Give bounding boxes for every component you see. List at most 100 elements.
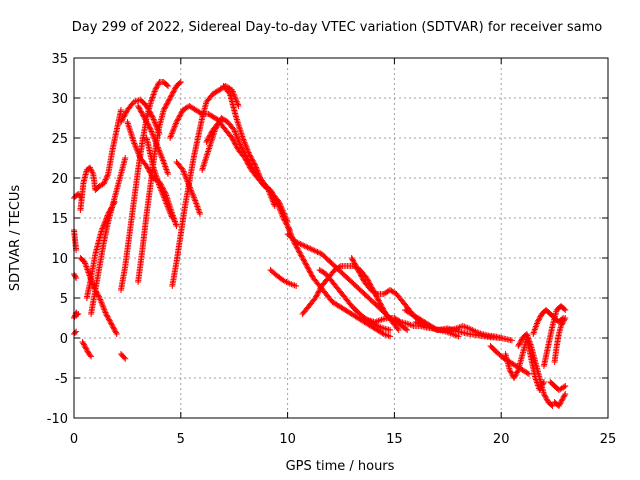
data-point [336, 263, 343, 270]
data-point [559, 320, 566, 327]
data-point [277, 207, 284, 214]
data-point [352, 263, 359, 269]
data-point [172, 85, 179, 92]
data-point [185, 180, 192, 187]
data-point [351, 260, 358, 267]
data-point [243, 145, 250, 152]
data-point [145, 167, 152, 173]
data-point [298, 252, 305, 259]
data-point [303, 243, 310, 250]
data-point [143, 119, 150, 125]
data-point [108, 320, 115, 327]
data-point [283, 220, 290, 227]
data-point [100, 180, 107, 187]
data-point [375, 296, 382, 303]
data-point [156, 148, 163, 155]
data-point [142, 116, 149, 123]
series-arc-2 [71, 309, 82, 321]
data-point [506, 367, 513, 373]
data-point [84, 348, 91, 355]
data-point [172, 120, 179, 127]
data-point [162, 199, 169, 205]
data-point [121, 354, 128, 361]
data-point [130, 139, 137, 145]
x-tick-label: 25 [600, 432, 617, 447]
data-point [312, 295, 319, 301]
data-point [562, 383, 569, 389]
series-arc-24 [284, 223, 394, 340]
data-point [208, 129, 215, 136]
data-point [105, 315, 112, 321]
data-point [297, 251, 304, 257]
x-tick-label: 5 [177, 432, 185, 447]
series-arc-6 [77, 107, 124, 213]
data-point [164, 171, 171, 177]
data-point [154, 143, 161, 149]
data-point [137, 107, 144, 113]
data-point [136, 105, 143, 112]
data-point [137, 108, 144, 115]
data-point [270, 198, 277, 205]
data-point [205, 135, 212, 141]
data-point [232, 131, 239, 138]
data-point [161, 194, 168, 201]
data-point [164, 83, 171, 89]
data-point [176, 80, 183, 86]
data-point [225, 89, 232, 96]
data-point [157, 151, 164, 158]
data-point [251, 161, 258, 168]
data-point [177, 112, 184, 119]
data-point [168, 132, 175, 139]
data-point [233, 143, 240, 149]
data-point [163, 200, 170, 207]
data-point [373, 290, 380, 297]
data-point [281, 217, 288, 224]
data-point [249, 156, 255, 163]
data-point [153, 141, 160, 148]
data-point [157, 184, 164, 191]
series-arc-37 [540, 303, 569, 369]
data-point [192, 197, 199, 204]
data-point [256, 171, 263, 178]
data-point [140, 112, 147, 119]
data-point [276, 204, 283, 211]
series-arc-28 [316, 267, 394, 333]
plot-frame [73, 57, 609, 419]
data-point [246, 163, 253, 169]
data-point [204, 136, 211, 143]
data-point [152, 85, 159, 92]
data-point [285, 224, 292, 231]
x-tick-label: 20 [493, 432, 510, 447]
data-point [269, 197, 276, 204]
data-point [352, 261, 359, 268]
data-point [525, 371, 532, 377]
data-point [253, 164, 260, 171]
data-point [152, 87, 159, 93]
data-point [182, 174, 189, 181]
data-point [175, 115, 182, 121]
data-point [518, 337, 525, 344]
data-point [122, 109, 129, 116]
data-point [163, 82, 170, 88]
data-point [534, 319, 541, 325]
data-point [106, 317, 113, 324]
data-point [256, 173, 263, 180]
data-point [268, 195, 275, 202]
data-point [561, 306, 568, 312]
data-point [379, 330, 386, 337]
data-point [165, 204, 172, 211]
data-point [562, 315, 569, 321]
data-point [101, 179, 108, 186]
data-point [244, 159, 251, 165]
series-arc-9 [88, 155, 129, 317]
data-point [144, 164, 151, 171]
data-point [561, 383, 568, 390]
data-point [159, 156, 166, 163]
data-point [524, 370, 531, 377]
data-point [548, 402, 555, 408]
data-point [156, 147, 163, 154]
data-point [247, 153, 254, 160]
data-point [145, 123, 152, 129]
data-point [189, 190, 196, 197]
data-point [535, 316, 542, 323]
